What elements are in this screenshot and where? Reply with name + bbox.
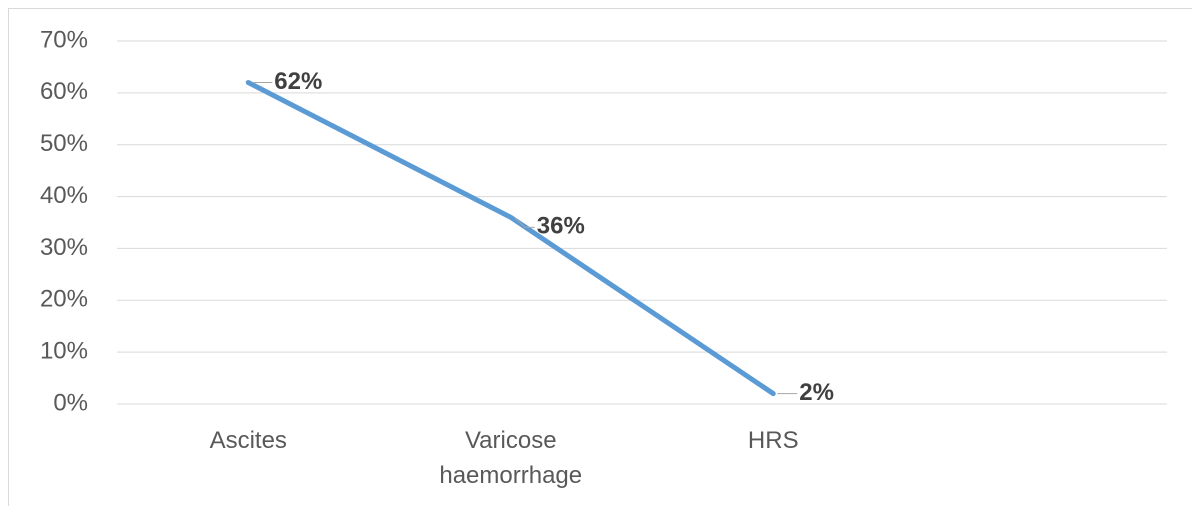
- x-tick-label: Ascites: [210, 427, 287, 454]
- y-tick-label: 40%: [40, 182, 88, 209]
- data-label: 2%: [799, 379, 834, 406]
- chart-border: [8, 8, 1192, 506]
- data-label: 36%: [537, 213, 585, 240]
- y-tick-label: 0%: [53, 389, 88, 416]
- x-tick-label: Varicose haemorrhage: [439, 427, 582, 489]
- y-tick-label: 70%: [40, 26, 88, 53]
- y-tick-label: 10%: [40, 337, 88, 364]
- data-line: [245, 79, 776, 397]
- data-label: 62%: [274, 68, 322, 95]
- y-tick-label: 60%: [40, 78, 88, 105]
- y-tick-label: 30%: [40, 234, 88, 261]
- leader-line: [514, 216, 535, 228]
- y-tick-label: 50%: [40, 130, 88, 157]
- x-tick-label: HRS: [748, 427, 799, 454]
- y-tick-label: 20%: [40, 286, 88, 313]
